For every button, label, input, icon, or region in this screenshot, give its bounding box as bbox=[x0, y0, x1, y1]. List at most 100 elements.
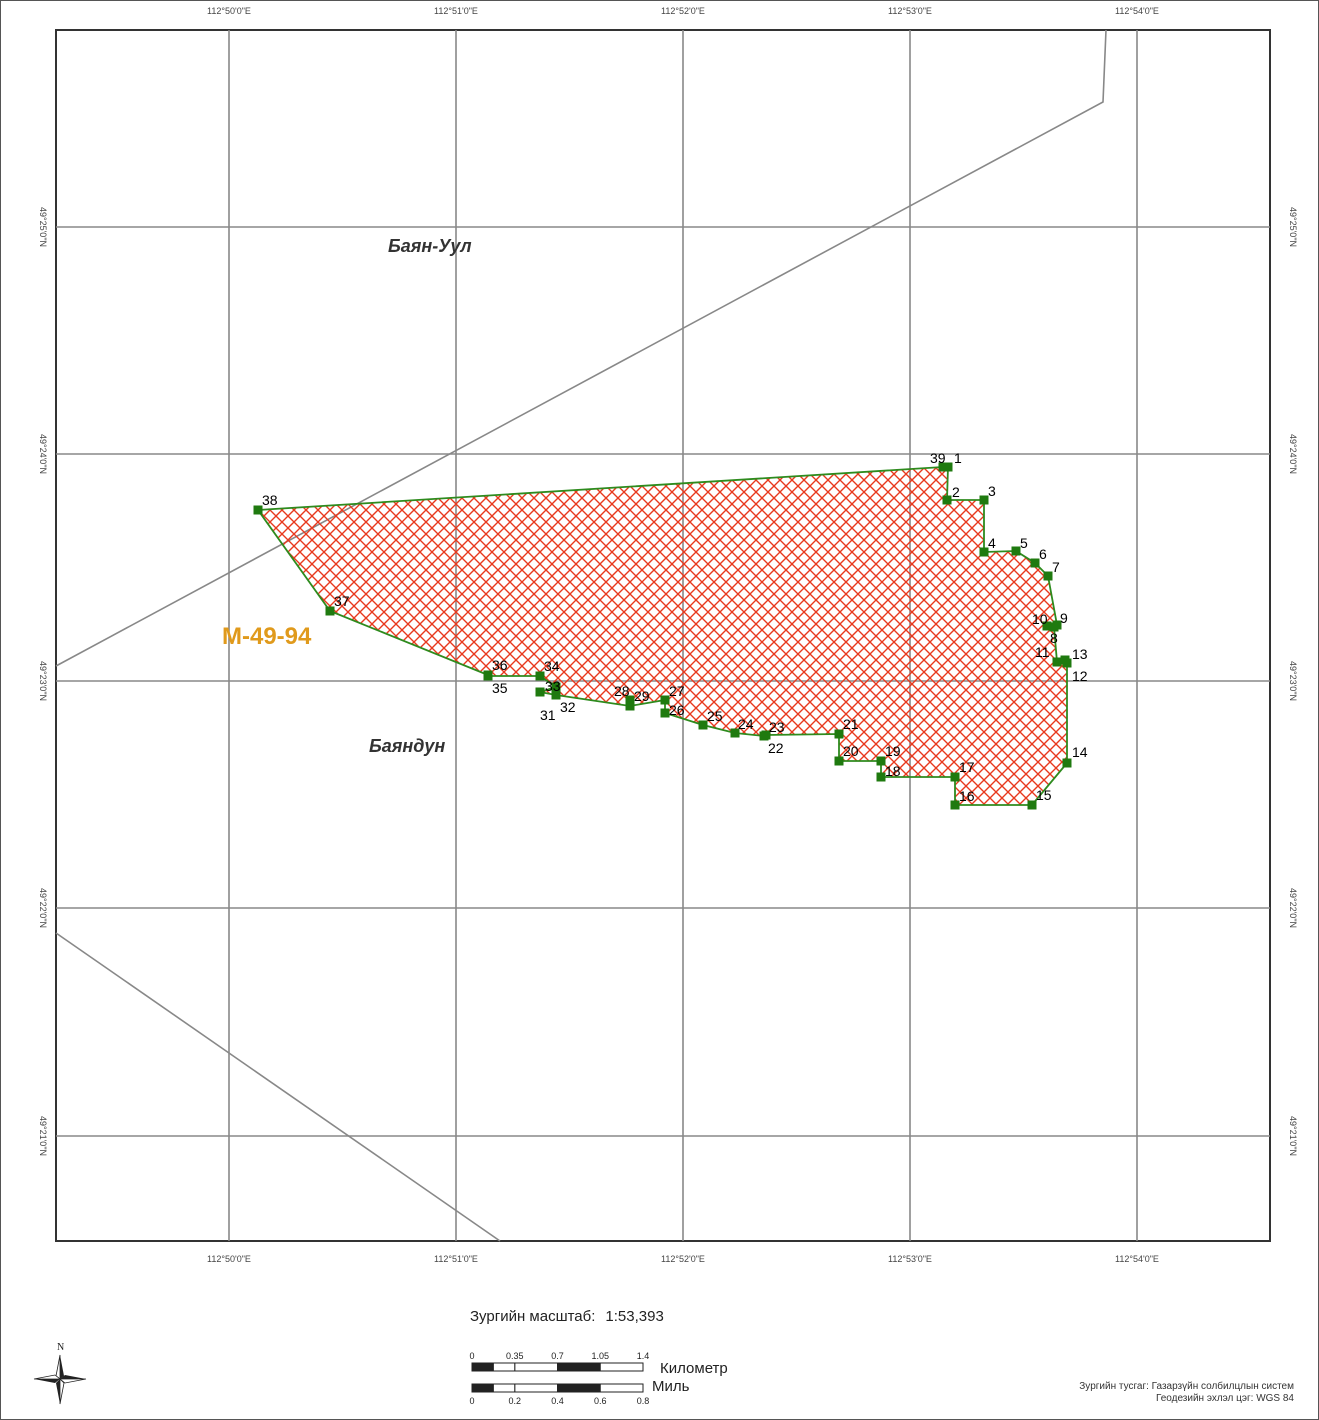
vertex-label: 9 bbox=[1060, 610, 1068, 626]
vertex-label: 37 bbox=[334, 593, 350, 609]
boundary-line-north bbox=[55, 29, 1107, 667]
lat-tick-label: 49°23'0"N bbox=[38, 661, 48, 701]
license-area-outline bbox=[256, 466, 1068, 806]
north-arrow-label: N bbox=[57, 1342, 64, 1353]
lon-tick-label: 112°54'0"E bbox=[1115, 6, 1159, 16]
lat-tick-label: 49°21'0"N bbox=[38, 1116, 48, 1156]
lat-tick-label: 49°21'0"N bbox=[1288, 1116, 1298, 1156]
vertex-label: 24 bbox=[738, 716, 754, 732]
vertex-marker bbox=[1027, 800, 1037, 810]
vertex-label: 3 bbox=[988, 483, 996, 499]
vertex-label: 4 bbox=[988, 535, 996, 551]
vertex-label: 25 bbox=[707, 708, 723, 724]
vertex-label: 11 bbox=[1035, 644, 1050, 660]
vertex-label: 29 bbox=[634, 688, 650, 704]
vertex-label: 36 bbox=[492, 657, 508, 673]
vertex-marker bbox=[535, 671, 545, 681]
credits-author: Зургийн тусгаг: Газарзүйн солбилцлын сис… bbox=[1079, 1381, 1294, 1392]
km-scale-tick: 1.05 bbox=[591, 1351, 609, 1361]
lat-tick-label: 49°25'0"N bbox=[1288, 207, 1298, 247]
lat-tick-label: 49°24'0"N bbox=[1288, 434, 1298, 474]
scale-bar: 0 0.35 0.7 1.05 1.4 0 0.2 0.4 0.6 0.8 bbox=[469, 1351, 649, 1406]
vertex-marker bbox=[761, 730, 771, 740]
lat-tick-label: 49°23'0"N bbox=[1288, 661, 1298, 701]
scale-segment bbox=[492, 1383, 516, 1393]
lon-tick-label: 112°52'0"E bbox=[661, 6, 705, 16]
vertex-label: 31 bbox=[540, 707, 556, 723]
scale-label: Зургийн масштаб: bbox=[470, 1308, 596, 1325]
vertex-label: 34 bbox=[544, 658, 560, 674]
vertex-label: 32 bbox=[560, 699, 576, 715]
scale-segment bbox=[492, 1362, 516, 1372]
vertex-label: 7 bbox=[1052, 559, 1060, 575]
vertex-label: 26 bbox=[669, 702, 685, 718]
vertex-label: 2 bbox=[952, 484, 960, 500]
vertex-marker bbox=[938, 462, 948, 472]
vertex-marker bbox=[551, 690, 561, 700]
vertex-label: 28 bbox=[614, 683, 630, 699]
km-scale-tick: 1.4 bbox=[637, 1351, 650, 1361]
mile-scale-tick: 0 bbox=[469, 1396, 474, 1406]
vertex-label: 38 bbox=[262, 492, 278, 508]
scale-caption: Зургийн масштаб: 1:53,393 bbox=[470, 1308, 664, 1325]
scale-segment bbox=[514, 1362, 558, 1372]
lat-tick-label: 49°25'0"N bbox=[38, 207, 48, 247]
vertex-label: 6 bbox=[1039, 546, 1047, 562]
vertex-marker bbox=[551, 682, 561, 692]
scale-segment bbox=[557, 1383, 601, 1393]
place-name-bayandun: Баяндун bbox=[369, 736, 445, 756]
scale-segment bbox=[599, 1362, 644, 1372]
vertex-label: 23 bbox=[769, 719, 785, 735]
license-area: 12 34 567891011121314151617181920212223242… bbox=[253, 450, 1088, 810]
lon-tick-label: 112°50'0"E bbox=[207, 6, 251, 16]
vertex-label: 14 bbox=[1072, 744, 1088, 760]
vertex-marker bbox=[535, 687, 545, 697]
map-border bbox=[55, 29, 1271, 1242]
km-scale-tick: 0.7 bbox=[551, 1351, 564, 1361]
scale-mile-unit: Миль bbox=[652, 1378, 690, 1395]
lat-tick-label: 49°22'0"N bbox=[1288, 888, 1298, 928]
lat-tick-label: 49°24'0"N bbox=[38, 434, 48, 474]
vertex-marker bbox=[1030, 558, 1040, 568]
boundary-line-south bbox=[55, 932, 501, 1242]
vertex-label: 19 bbox=[885, 743, 901, 759]
vertex-marker bbox=[876, 772, 886, 782]
vertex-marker bbox=[1042, 621, 1052, 631]
vertex-marker bbox=[325, 606, 335, 616]
lon-tick-label: 112°51'0"E bbox=[434, 6, 478, 16]
vertex-marker bbox=[1052, 657, 1062, 667]
vertex-marker bbox=[660, 708, 670, 718]
vertex-label: 18 bbox=[885, 763, 901, 779]
vertex-marker bbox=[834, 756, 844, 766]
vertex-marker bbox=[942, 495, 952, 505]
scale-value: 1:53,393 bbox=[605, 1308, 664, 1325]
lon-tick-label: 112°51'0"E bbox=[434, 1254, 478, 1264]
vertex-marker bbox=[660, 695, 670, 705]
map-credits: Зургийн тусгаг: Газарзүйн солбилцлын сис… bbox=[1079, 1381, 1294, 1405]
vertex-label: 35 bbox=[492, 680, 508, 696]
vertex-label: 27 bbox=[669, 683, 685, 699]
mile-scale-tick: 0.6 bbox=[594, 1396, 607, 1406]
license-area-fill bbox=[258, 467, 1067, 805]
lon-tick-label: 112°54'0"E bbox=[1115, 1254, 1159, 1264]
mile-scale-tick: 0.2 bbox=[508, 1396, 521, 1406]
scale-segment bbox=[471, 1383, 494, 1393]
vertex-label: 5 bbox=[1020, 535, 1028, 551]
vertex-label: 20 bbox=[843, 743, 859, 759]
km-scale-tick: 0.35 bbox=[506, 1351, 524, 1361]
vertex-label: 16 bbox=[959, 788, 975, 804]
mile-scale-tick: 0.4 bbox=[551, 1396, 564, 1406]
vertex-marker bbox=[950, 772, 960, 782]
vertex-label: 1 bbox=[954, 450, 962, 466]
vertex-marker bbox=[950, 800, 960, 810]
vertex-label: 10 bbox=[1032, 611, 1048, 627]
vertex-marker bbox=[698, 720, 708, 730]
scale-km-unit: Километр bbox=[660, 1360, 728, 1377]
vertex-marker bbox=[979, 495, 989, 505]
vertex-marker bbox=[876, 756, 886, 766]
vertex-marker bbox=[1062, 758, 1072, 768]
vertex-label: 22 bbox=[768, 740, 784, 756]
boundary-lines bbox=[55, 29, 1107, 1242]
credits-datum: Геодезийн эхлэл цэг: WGS 84 bbox=[1155, 1393, 1294, 1404]
vertex-label: 39 bbox=[930, 450, 946, 466]
